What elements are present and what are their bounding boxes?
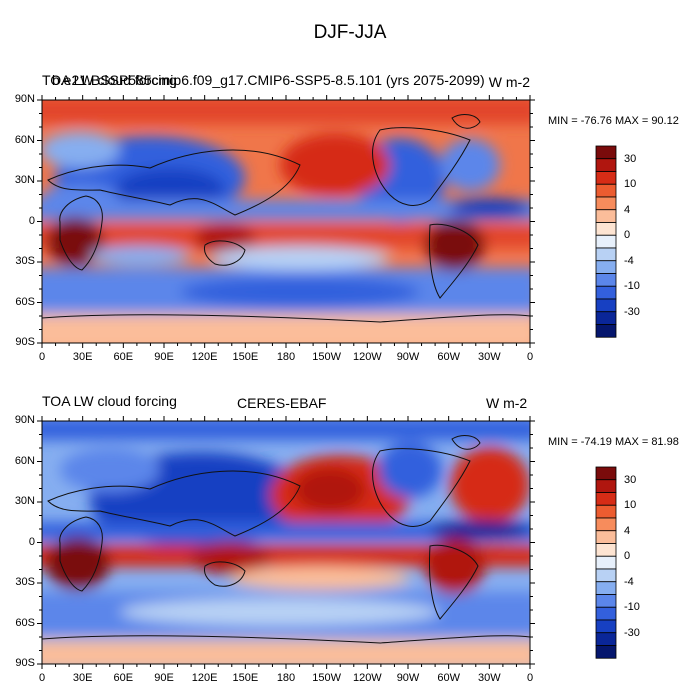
colorbar-label: -4: [624, 254, 634, 267]
colorbar-box: [595, 196, 617, 211]
colorbar-label: 0: [624, 550, 631, 562]
lon-label: 0: [526, 672, 534, 684]
colorbar-box: [595, 530, 617, 544]
lon-label: 120E: [191, 351, 218, 363]
lon-label: 0: [526, 351, 534, 363]
colorbar-1: [595, 145, 617, 338]
lat-label: 60S: [15, 616, 35, 629]
lon-label: 30E: [72, 672, 93, 684]
panel-2-center-string: CERES-EBAF: [237, 395, 327, 411]
colorbar-box: [595, 260, 617, 274]
colorbar-box: [595, 324, 617, 338]
colorbar-box: [595, 298, 617, 313]
colorbar-box: [595, 619, 617, 634]
lat-label: 30N: [14, 495, 35, 507]
colorbar-box: [595, 183, 617, 198]
colorbar-label: -30: [624, 626, 640, 639]
lon-label: 60W: [437, 351, 460, 363]
colorbar-box: [595, 209, 617, 223]
lon-label: 90E: [154, 351, 174, 363]
colorbar-box: [595, 517, 617, 532]
lon-label: 30W: [478, 351, 501, 363]
lat-label: 0: [28, 535, 35, 548]
lon-label: 150E: [232, 351, 259, 363]
colorbar-label: 4: [624, 524, 631, 537]
colorbar-box: [595, 285, 617, 300]
colorbar-label: -10: [624, 601, 640, 613]
colorbar-box: [595, 311, 617, 325]
lat-label: 90N: [14, 93, 35, 105]
lat-label: 90N: [14, 414, 35, 426]
lon-label: 180: [276, 351, 296, 363]
lon-label: 60W: [437, 672, 460, 684]
panel-1-stats: MIN = -76.76 MAX = 90.12: [548, 115, 679, 127]
colorbar-box: [595, 222, 617, 236]
lat-label: 30S: [15, 255, 35, 267]
lon-label: 150W: [312, 672, 342, 684]
colorbar-box: [595, 247, 617, 262]
lat-label: 0: [28, 214, 35, 227]
lon-label: 120W: [352, 351, 382, 363]
colorbar-label: 30: [624, 473, 637, 486]
panel-1-left-string: TOA LW cloud forcing: [42, 72, 177, 88]
panel-1-right-string: W m-2: [488, 74, 530, 90]
lon-label: 90W: [396, 672, 420, 684]
figure-title: DJF-JJA: [313, 22, 387, 43]
lat-label: 60N: [14, 133, 35, 146]
map-panel-2: [41, 420, 531, 665]
lat-label: 90S: [15, 657, 35, 669]
lon-label: 150E: [232, 672, 259, 684]
colorbar-2: [595, 466, 617, 659]
colorbar-box: [595, 568, 617, 583]
colorbar-box: [595, 504, 617, 519]
colorbar-label: 30: [624, 152, 637, 165]
colorbar-box: [595, 594, 617, 608]
lon-label: 60E: [113, 351, 134, 363]
colorbar-label: 10: [624, 178, 637, 190]
panel-2-left-string: TOA LW cloud forcing: [42, 393, 177, 409]
colorbar-box: [595, 555, 617, 570]
colorbar-label: -30: [624, 305, 640, 318]
lon-label: 30E: [72, 351, 93, 363]
panel-2-stats: MIN = -74.19 MAX = 81.98: [548, 436, 679, 448]
colorbar-box: [595, 234, 617, 249]
colorbar-box: [595, 171, 617, 185]
colorbar-box: [595, 145, 617, 160]
colorbar-box: [595, 479, 617, 493]
colorbar-box: [595, 273, 617, 287]
lon-label: 120E: [191, 672, 218, 684]
lat-label: 30N: [14, 174, 35, 186]
lon-label: 60E: [113, 672, 134, 684]
colorbar-box: [595, 543, 617, 557]
colorbar-label: 0: [624, 229, 631, 241]
lon-label: 0: [38, 672, 46, 684]
lon-label: 120W: [352, 672, 382, 684]
colorbar-label: 4: [624, 203, 631, 216]
lon-label: 150W: [312, 351, 342, 363]
lon-label: 90E: [154, 672, 174, 684]
lon-label: 0: [38, 351, 46, 363]
map-panel-1: [41, 99, 531, 344]
lat-label: 60N: [14, 454, 35, 467]
colorbar-box: [595, 581, 617, 595]
colorbar-label: 10: [624, 499, 637, 511]
lat-label: 90S: [15, 336, 35, 348]
lat-label: 60S: [15, 295, 35, 308]
colorbar-label: -10: [624, 280, 640, 292]
colorbar-label: -4: [624, 575, 634, 588]
lon-label: 30W: [478, 672, 501, 684]
panel-1-center-string: b.e21.BSSP585cmip6.f09_g17.CMIP6-SSP5-8.…: [52, 72, 485, 88]
colorbar-box: [595, 632, 617, 646]
lat-label: 30S: [15, 576, 35, 588]
lon-label: 90W: [396, 351, 420, 363]
colorbar-box: [595, 492, 617, 506]
colorbar-box: [595, 466, 617, 481]
axis-ticks: [37, 95, 535, 669]
colorbar-box: [595, 606, 617, 621]
colorbar-box: [595, 645, 617, 659]
colorbar-box: [595, 158, 617, 172]
lon-label: 180: [276, 672, 296, 684]
panel-2-right-string: W m-2: [486, 395, 528, 411]
